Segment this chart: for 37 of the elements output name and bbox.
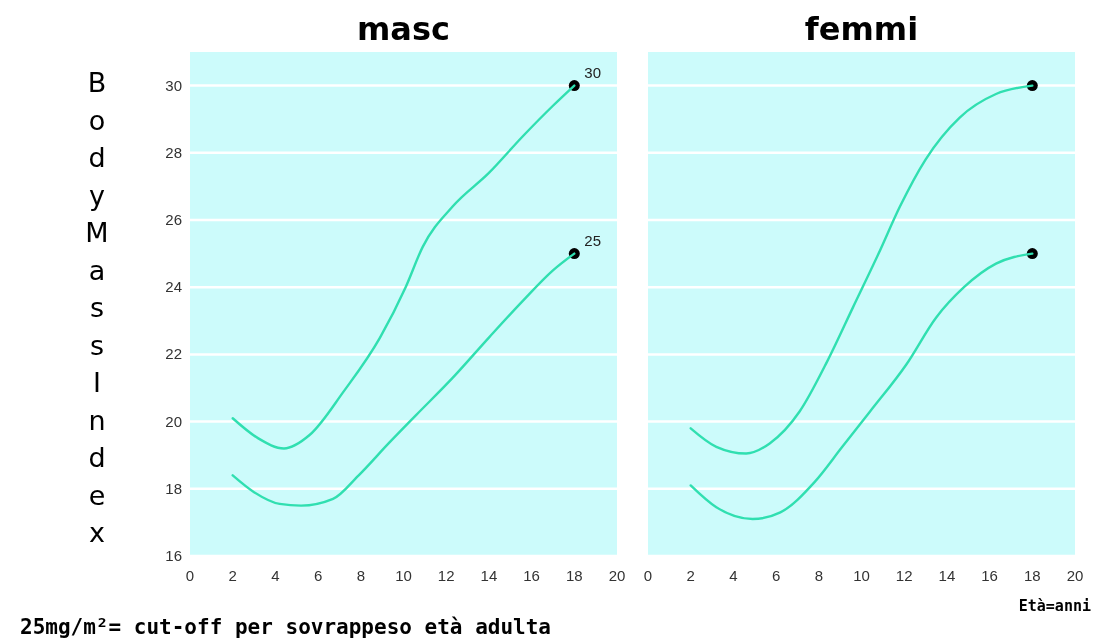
y-tick-label: 26 (165, 211, 182, 228)
text: BodyMassIndex (85, 67, 109, 548)
data-label: 30 (584, 63, 601, 81)
y-tick-label: 20 (165, 412, 182, 430)
y-tick-label: 22 (165, 345, 182, 363)
x-tick-label: 8 (356, 567, 365, 584)
data-label: 25 (584, 231, 601, 249)
text: 25mg/m²= cut-off per sovrappeso età adulta (20, 615, 552, 639)
x-tick-label: 0 (185, 567, 195, 584)
x-tick-label: 10 (395, 567, 412, 584)
y-tick-label: 18 (165, 479, 182, 497)
x-axis-title: Età=anni (1018, 597, 1091, 615)
y-tick-label: 24 (165, 278, 182, 296)
x-tick-label: 12 (895, 567, 913, 584)
x-tick-label: 14 (938, 567, 956, 584)
chart-title: femmi (804, 10, 919, 48)
x-tick-label: 8 (814, 567, 823, 584)
y-tick-label: 16 (165, 547, 182, 564)
x-tick-label: 10 (853, 567, 870, 584)
x-tick-label: 4 (271, 567, 280, 584)
x-tick-label: 14 (480, 567, 498, 584)
y-tick-label: 28 (165, 143, 182, 161)
x-tick-label: 20 (1066, 567, 1084, 584)
chart-title: masc (357, 10, 450, 48)
x-tick-label: 20 (608, 567, 626, 584)
x-tick-label: 6 (771, 567, 781, 584)
x-tick-label: 12 (437, 567, 455, 584)
x-tick-label: 6 (313, 567, 323, 584)
x-tick-label: 4 (729, 567, 738, 584)
x-tick-label: 2 (686, 567, 695, 584)
x-tick-label: 16 (981, 567, 998, 584)
x-tick-label: 2 (228, 567, 237, 584)
x-tick-label: 16 (523, 567, 540, 584)
y-tick-label: 30 (165, 76, 182, 94)
x-tick-label: 18 (565, 567, 583, 584)
x-tick-label: 18 (1023, 567, 1041, 584)
x-tick-label: 0 (643, 567, 653, 584)
